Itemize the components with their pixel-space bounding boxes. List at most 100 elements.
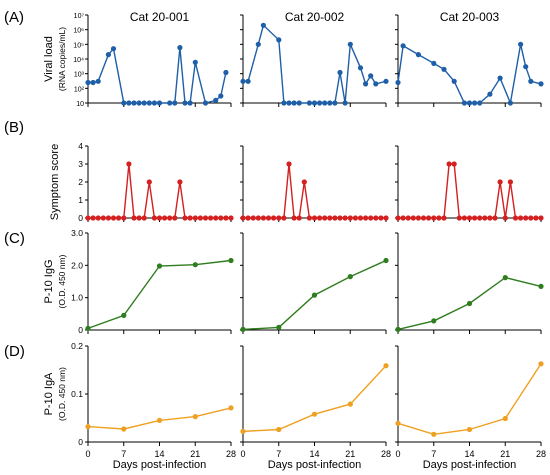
series-line <box>87 259 232 330</box>
panel-d-2: 0 7 14 21 28 Days post-infection <box>240 345 391 471</box>
data-point <box>400 215 406 221</box>
data-point <box>368 73 374 79</box>
y-tick-label: 3 <box>78 159 83 169</box>
data-point <box>245 78 251 84</box>
data-point <box>363 215 369 221</box>
data-point <box>291 100 297 106</box>
data-point <box>383 215 389 221</box>
x-axis-label: Days post-infection <box>113 459 207 471</box>
data-point <box>441 66 447 72</box>
data-point <box>136 215 142 221</box>
data-point <box>240 428 246 434</box>
x-tick-label: 28 <box>381 449 391 459</box>
panel-d-3: 0 7 14 21 28 Days post-infection <box>395 345 546 471</box>
y-tick-label: 1 <box>78 195 83 205</box>
y-axis-label: P-10 IgA <box>43 372 55 415</box>
data-point <box>477 100 483 106</box>
data-point <box>172 100 178 106</box>
data-point <box>255 41 261 47</box>
data-point <box>368 215 374 221</box>
data-point <box>311 411 318 417</box>
data-point <box>327 100 333 106</box>
data-point <box>126 161 132 167</box>
data-point <box>327 215 333 221</box>
data-point <box>228 257 234 264</box>
data-point <box>342 215 348 221</box>
x-tick-label: 7 <box>431 449 436 459</box>
data-point <box>156 100 163 106</box>
panel-label-a: (A) <box>4 9 24 26</box>
data-point <box>245 215 251 221</box>
data-point <box>136 100 142 106</box>
y-axis-sublabel: (RNA copies/mL) <box>57 27 67 91</box>
data-point <box>197 215 203 221</box>
x-tick-label: 7 <box>276 449 281 459</box>
data-point <box>395 326 401 332</box>
data-point <box>291 215 297 221</box>
data-point <box>260 215 266 221</box>
data-point <box>487 215 493 221</box>
data-point <box>507 100 513 106</box>
x-axis-label: Days post-infection <box>423 459 517 471</box>
data-point <box>492 215 498 221</box>
y-tick-label: 0.1 <box>71 389 83 399</box>
data-point <box>218 215 224 221</box>
data-point <box>311 292 318 298</box>
data-point <box>518 41 524 47</box>
data-point <box>317 215 323 221</box>
panel-a-3: Cat 20-003 <box>395 10 544 107</box>
data-point <box>502 215 508 221</box>
data-point <box>286 100 292 106</box>
panel-b-3 <box>395 145 544 222</box>
data-point <box>306 215 312 221</box>
data-point <box>431 318 437 324</box>
data-point <box>167 215 173 221</box>
data-point <box>373 81 379 87</box>
data-point <box>400 43 406 49</box>
y-tick-label: 0.2 <box>71 341 83 351</box>
data-point <box>533 215 539 221</box>
data-point <box>202 100 209 106</box>
data-point <box>276 324 282 330</box>
data-point <box>306 100 312 106</box>
data-point <box>337 215 343 221</box>
series-line <box>242 365 387 433</box>
data-point <box>415 52 421 58</box>
data-point <box>286 161 292 167</box>
data-point <box>420 215 427 221</box>
data-point <box>167 100 173 106</box>
y-tick-label: 10⁴ <box>73 57 84 64</box>
data-point <box>446 161 452 167</box>
data-point <box>337 69 343 76</box>
y-tick-label: 10⁵ <box>73 42 84 49</box>
data-point <box>271 215 277 221</box>
data-point <box>456 215 462 221</box>
data-point <box>426 215 432 221</box>
x-tick-label: 0 <box>85 449 90 459</box>
data-point <box>466 300 473 307</box>
y-axis-label: Viral load <box>43 36 55 82</box>
y-tick-label: 0 <box>78 437 83 447</box>
x-tick-label: 21 <box>345 449 355 459</box>
data-point <box>502 415 508 422</box>
data-point <box>373 215 379 221</box>
data-point <box>276 426 282 433</box>
data-point <box>502 275 508 281</box>
data-point <box>121 215 127 221</box>
y-tick-label: 10⁶ <box>73 28 84 35</box>
data-point <box>192 215 198 221</box>
data-point <box>347 401 353 407</box>
y-tick-label: 2 <box>78 177 83 187</box>
series-line <box>398 163 541 219</box>
data-point <box>121 426 127 432</box>
panel-b-2 <box>240 145 389 222</box>
data-point <box>528 215 534 221</box>
data-point <box>276 37 282 43</box>
data-point <box>172 215 178 221</box>
data-point <box>507 179 513 185</box>
data-point <box>347 274 353 280</box>
data-point <box>85 79 91 86</box>
data-point <box>296 100 302 106</box>
y-tick-label: 10³ <box>74 72 85 79</box>
data-point <box>518 215 524 221</box>
